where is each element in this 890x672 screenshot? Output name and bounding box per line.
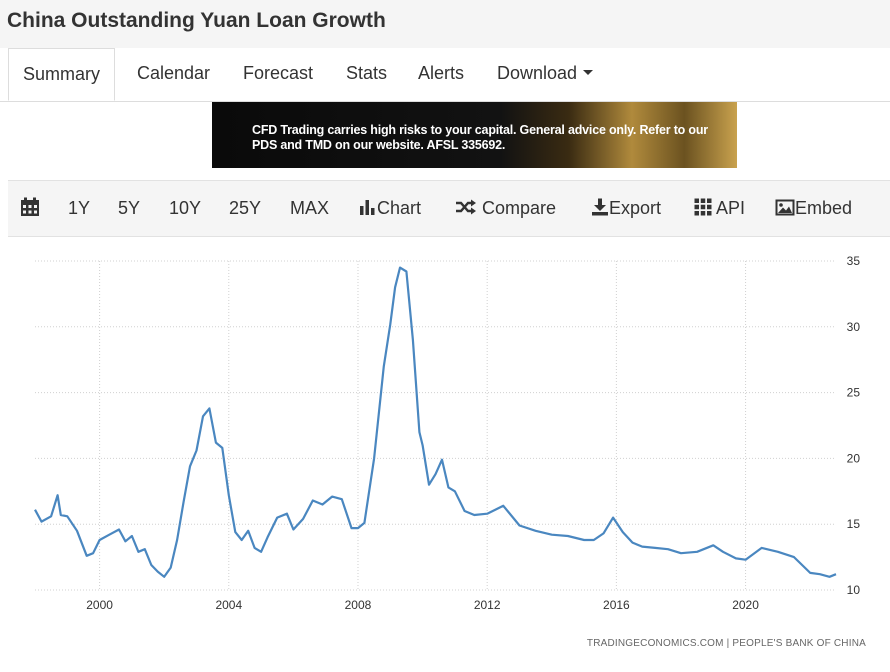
page-header: China Outstanding Yuan Loan Growth xyxy=(0,0,890,49)
bar-chart-icon xyxy=(360,200,375,216)
api-label: API xyxy=(716,198,746,218)
embed-button[interactable]: Embed xyxy=(775,181,852,236)
range-10y-button[interactable]: 10Y xyxy=(169,198,202,218)
chart-toolbar: 1Y 5Y 10Y 25Y MAX Chart Compare Export A… xyxy=(8,180,890,237)
series-line[interactable] xyxy=(34,266,837,578)
series-layer xyxy=(34,266,837,578)
shuffle-icon xyxy=(456,199,476,215)
x-tick-label: 2020 xyxy=(732,598,759,612)
y-tick-label: 10 xyxy=(847,583,861,597)
grid-icon xyxy=(694,198,712,216)
api-button[interactable]: API xyxy=(694,181,745,236)
tab-bar: Summary Calendar Forecast Stats Alerts D… xyxy=(0,48,890,102)
y-tick-label: 15 xyxy=(847,517,861,531)
chart-type-label: Chart xyxy=(377,198,422,218)
tab-alerts[interactable]: Alerts xyxy=(418,63,465,83)
chart-type-button[interactable]: Chart xyxy=(359,181,421,236)
x-tick-label: 2016 xyxy=(603,598,630,612)
calendar-icon xyxy=(21,197,39,217)
x-tick-label: 2012 xyxy=(474,598,501,612)
caret-down-icon xyxy=(583,69,594,75)
x-tick-label: 2008 xyxy=(345,598,372,612)
calendar-button[interactable] xyxy=(20,181,40,236)
y-tick-label: 20 xyxy=(847,451,861,465)
chart-source: TRADINGECONOMICS.COM | PEOPLE'S BANK OF … xyxy=(587,638,866,649)
grid-lines xyxy=(35,260,836,591)
range-1y-button[interactable]: 1Y xyxy=(68,198,91,218)
compare-label: Compare xyxy=(482,198,557,218)
advertisement-banner[interactable]: CFD Trading carries high risks to your c… xyxy=(212,102,737,168)
range-25y-button[interactable]: 25Y xyxy=(229,198,262,218)
download-icon xyxy=(592,198,608,216)
tab-download-label: Download xyxy=(497,63,578,83)
y-tick-label: 25 xyxy=(847,386,861,400)
embed-label: Embed xyxy=(795,198,853,218)
tab-forecast[interactable]: Forecast xyxy=(243,63,314,83)
y-tick-label: 30 xyxy=(847,320,861,334)
image-icon xyxy=(775,199,795,216)
range-max-button[interactable]: MAX xyxy=(290,198,330,218)
tab-stats[interactable]: Stats xyxy=(346,63,388,83)
loan-growth-line-chart[interactable]: 35 30 25 20 15 10 2000 2004 2008 2012 2016 2020 TRA… xyxy=(0,236,890,672)
tab-download[interactable]: Download xyxy=(497,48,594,101)
axis-labels: 35 30 25 20 15 10 2000 2004 2008 2012 2016 2020 xyxy=(86,254,860,612)
x-tick-label: 2004 xyxy=(215,598,242,612)
export-button[interactable]: Export xyxy=(591,181,661,236)
chart-area: 35 30 25 20 15 10 2000 2004 2008 2012 2016 2020 TRA… xyxy=(0,236,890,672)
tab-calendar[interactable]: Calendar xyxy=(137,63,211,83)
export-label: Export xyxy=(609,198,662,218)
page-title: China Outstanding Yuan Loan Growth xyxy=(7,9,386,32)
x-tick-label: 2000 xyxy=(86,598,113,612)
compare-button[interactable]: Compare xyxy=(455,181,556,236)
range-5y-button[interactable]: 5Y xyxy=(118,198,141,218)
advertisement-text: CFD Trading carries high risks to your c… xyxy=(252,123,708,152)
y-tick-label: 35 xyxy=(847,254,861,268)
tab-summary[interactable]: Summary xyxy=(8,48,116,101)
